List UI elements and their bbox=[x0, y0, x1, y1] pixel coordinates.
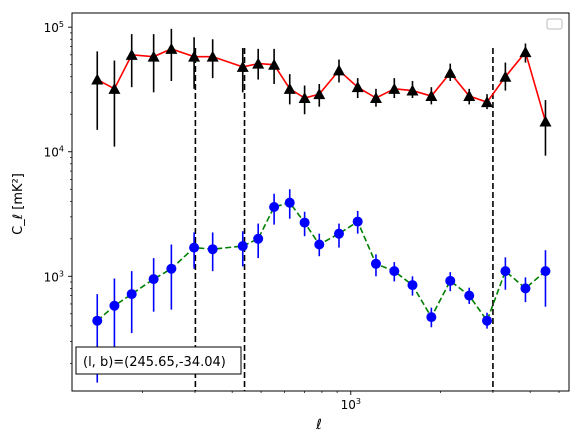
data-point bbox=[268, 58, 281, 70]
data-point bbox=[166, 263, 177, 274]
data-point bbox=[499, 70, 512, 82]
data-point bbox=[188, 50, 201, 62]
data-point bbox=[109, 300, 120, 311]
data-point bbox=[445, 275, 456, 286]
legend-box bbox=[546, 18, 563, 30]
data-point bbox=[425, 90, 438, 102]
data-point bbox=[269, 202, 280, 213]
data-point bbox=[92, 315, 103, 326]
data-point bbox=[147, 50, 160, 62]
data-point bbox=[284, 197, 295, 208]
data-point bbox=[207, 244, 218, 255]
y-tick-label: 103 bbox=[44, 269, 64, 284]
data-point bbox=[539, 115, 552, 127]
data-point bbox=[369, 92, 382, 104]
series-layer bbox=[91, 28, 552, 383]
data-point bbox=[389, 266, 400, 277]
data-point bbox=[463, 90, 476, 102]
data-point bbox=[313, 88, 326, 100]
data-point bbox=[125, 48, 138, 60]
coordinates-annotation: (l, b)=(245.65,-34.04) bbox=[75, 346, 242, 375]
data-point bbox=[520, 283, 531, 294]
data-point bbox=[91, 73, 104, 85]
series-line bbox=[96, 201, 546, 323]
annotation-text: (l, b)=(245.65,-34.04) bbox=[83, 355, 226, 370]
data-point bbox=[481, 96, 494, 108]
data-point bbox=[237, 241, 248, 252]
data-point bbox=[500, 266, 511, 277]
data-point bbox=[464, 290, 475, 301]
data-point bbox=[406, 84, 419, 96]
data-point bbox=[351, 81, 364, 93]
data-point bbox=[388, 82, 401, 94]
data-point bbox=[444, 66, 457, 78]
data-point bbox=[108, 82, 121, 94]
data-point bbox=[314, 239, 325, 250]
data-point bbox=[519, 46, 532, 58]
data-point bbox=[206, 50, 219, 62]
y-tick-label: 105 bbox=[44, 20, 64, 35]
data-point bbox=[148, 274, 159, 285]
plot-frame bbox=[71, 12, 570, 392]
data-point bbox=[333, 228, 344, 239]
series-line bbox=[96, 47, 547, 122]
data-point bbox=[298, 92, 311, 104]
vertical-lines bbox=[194, 48, 494, 391]
data-point bbox=[426, 312, 437, 323]
data-point bbox=[189, 242, 200, 253]
data-point bbox=[126, 289, 137, 300]
data-point bbox=[540, 266, 551, 277]
data-point bbox=[253, 233, 264, 244]
data-point bbox=[252, 57, 265, 69]
data-point bbox=[407, 280, 418, 291]
data-point bbox=[299, 217, 310, 228]
series-2 bbox=[92, 189, 551, 383]
data-point bbox=[236, 60, 249, 72]
x-axis-label: ℓ bbox=[315, 417, 322, 433]
data-point bbox=[332, 64, 345, 76]
data-point bbox=[352, 216, 363, 227]
data-point bbox=[370, 258, 381, 269]
data-point bbox=[283, 82, 296, 94]
data-point bbox=[482, 315, 493, 326]
x-tick-label: 103 bbox=[341, 397, 361, 412]
data-point bbox=[165, 42, 178, 54]
annotation-box bbox=[75, 346, 242, 375]
axis-ticks: 103 103 104 105 bbox=[44, 20, 560, 412]
y-axis-label: C_ℓ [mK²] bbox=[11, 173, 26, 235]
y-tick-label: 104 bbox=[44, 145, 64, 160]
series-1 bbox=[91, 28, 552, 156]
